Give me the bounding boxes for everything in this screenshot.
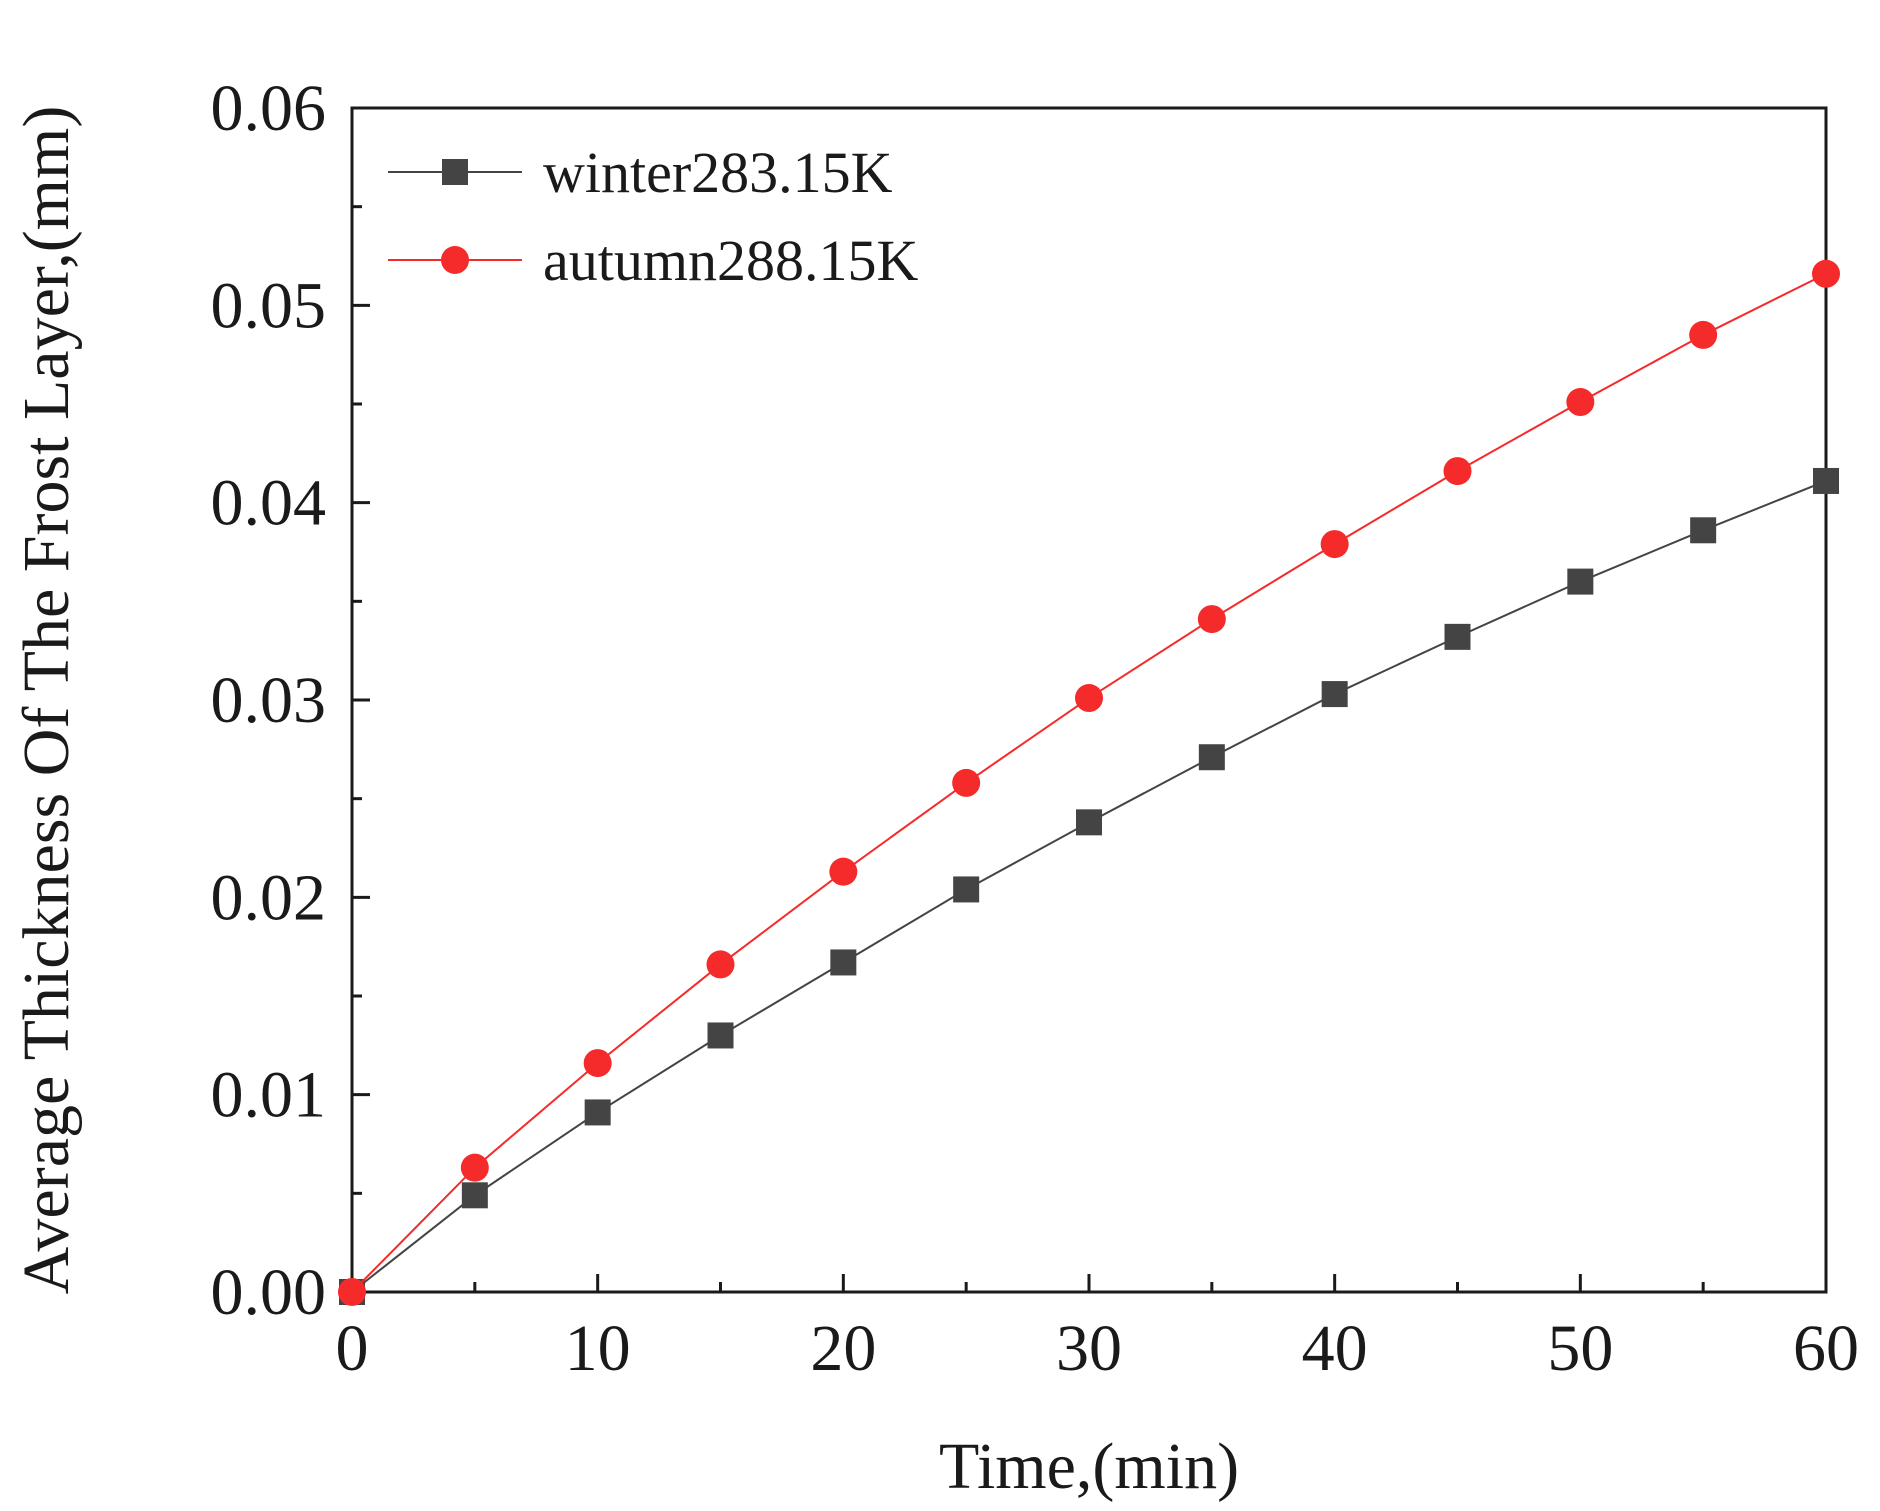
data-point-winter283-15k bbox=[584, 1099, 611, 1126]
legend-marker-winter283-15k bbox=[442, 159, 468, 185]
legend-label-autumn288-15k: autumn288.15K bbox=[543, 228, 918, 293]
y-tick-label: 0.02 bbox=[211, 861, 327, 934]
data-point-autumn288-15k bbox=[952, 768, 981, 797]
data-point-autumn288-15k bbox=[1566, 388, 1595, 417]
data-point-autumn288-15k bbox=[1689, 320, 1718, 349]
series-line-autumn288-15k bbox=[351, 272, 1827, 1293]
x-tick-label: 40 bbox=[1302, 1312, 1368, 1385]
x-axis-title: Time,(min) bbox=[939, 1430, 1239, 1503]
ticks-layer: 0 10 20 30 40 50 60 0.00 0.01 0.02 0.03 0.04 0.05 0.0… bbox=[211, 72, 1860, 1385]
data-point-autumn288-15k bbox=[829, 857, 858, 886]
data-point-winter283-15k bbox=[830, 949, 857, 976]
data-point-winter283-15k bbox=[1444, 623, 1471, 650]
data-point-winter283-15k bbox=[953, 876, 980, 903]
data-point-autumn288-15k bbox=[706, 950, 735, 979]
y-tick-label: 0.03 bbox=[211, 664, 327, 737]
legend-marker-autumn288-15k bbox=[441, 246, 469, 274]
x-tick-label: 50 bbox=[1547, 1312, 1613, 1385]
data-point-winter283-15k bbox=[1198, 744, 1225, 771]
data-point-autumn288-15k bbox=[460, 1153, 489, 1182]
x-tick-label: 30 bbox=[1056, 1312, 1122, 1385]
data-point-winter283-15k bbox=[707, 1022, 734, 1049]
series-line-winter283-15k bbox=[351, 480, 1827, 1293]
y-tick-label: 0.00 bbox=[211, 1256, 327, 1329]
y-tick-label: 0.05 bbox=[211, 269, 327, 342]
y-tick-label: 0.04 bbox=[211, 467, 327, 540]
x-tick-label: 10 bbox=[565, 1312, 631, 1385]
data-point-winter283-15k bbox=[1076, 809, 1102, 836]
data-point-autumn288-15k bbox=[1075, 684, 1103, 713]
x-tick-label: 60 bbox=[1793, 1312, 1859, 1385]
y-tick-label: 0.01 bbox=[211, 1059, 327, 1132]
data-point-winter283-15k bbox=[1690, 517, 1717, 544]
data-point-winter283-15k bbox=[1813, 467, 1839, 494]
legend: winter283.15K autumn288.15K bbox=[388, 140, 918, 293]
data-point-autumn288-15k bbox=[338, 1278, 366, 1306]
y-tick-label: 0.06 bbox=[211, 72, 327, 145]
data-point-winter283-15k bbox=[461, 1182, 488, 1209]
data-point-autumn288-15k bbox=[583, 1049, 612, 1078]
data-point-autumn288-15k bbox=[1320, 530, 1349, 559]
data-point-autumn288-15k bbox=[1812, 259, 1840, 288]
y-axis-title: Average Thickness Of The Frost Layer,(mm… bbox=[10, 106, 83, 1295]
x-tick-label: 20 bbox=[810, 1312, 876, 1385]
data-point-autumn288-15k bbox=[1197, 605, 1226, 634]
data-point-autumn288-15k bbox=[1443, 457, 1472, 486]
x-tick-label: 0 bbox=[336, 1312, 369, 1385]
data-point-winter283-15k bbox=[1567, 568, 1594, 595]
data-point-winter283-15k bbox=[1321, 681, 1348, 708]
series-layer bbox=[338, 259, 1840, 1306]
legend-label-winter283-15k: winter283.15K bbox=[543, 140, 893, 205]
